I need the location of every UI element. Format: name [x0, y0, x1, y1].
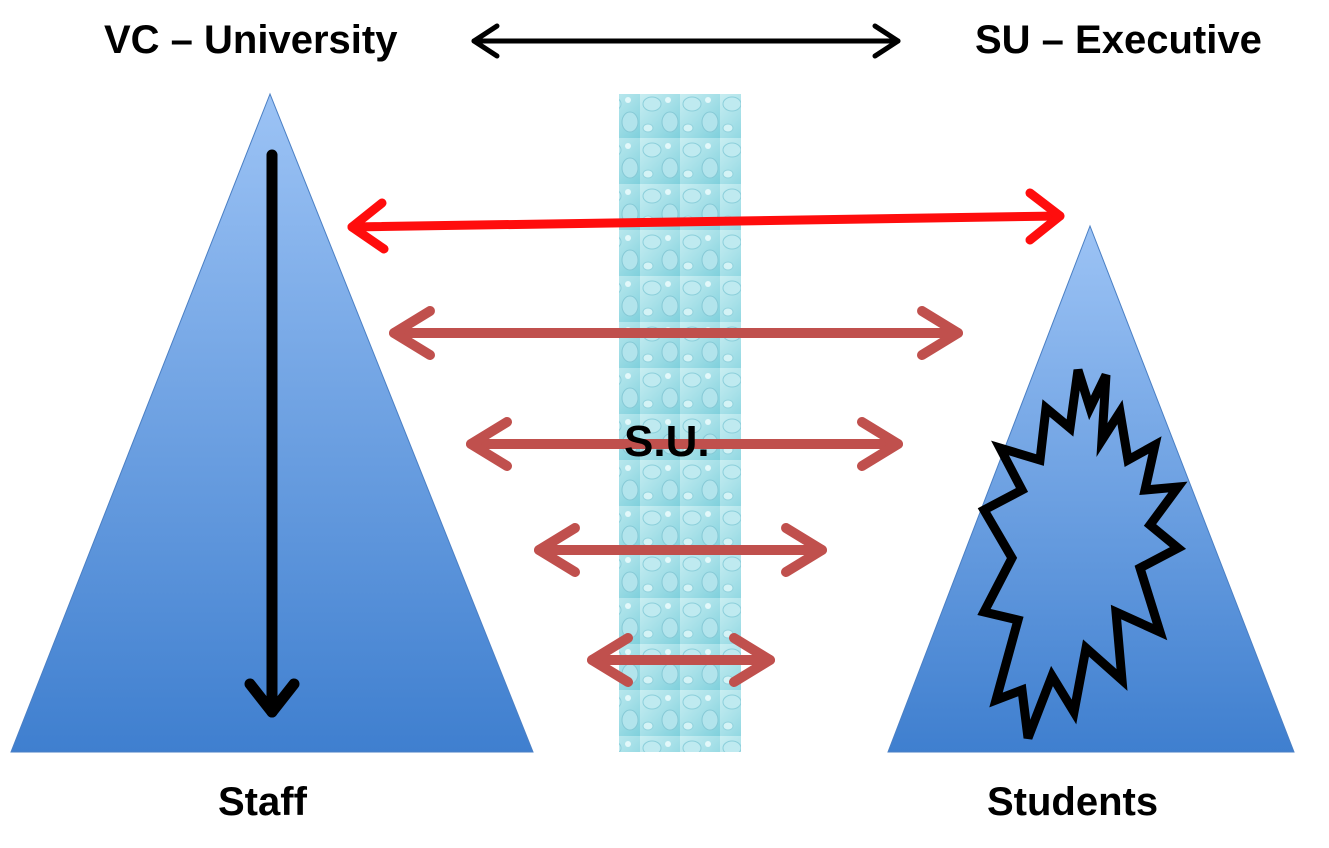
students-label: Students — [987, 780, 1159, 824]
secondary-double-arrow-1-icon — [389, 306, 963, 360]
su-center-label: S.U. — [624, 417, 710, 466]
vc-university-label: VC – University — [104, 18, 398, 62]
primary-double-arrow-icon — [347, 188, 1065, 254]
su-column — [619, 94, 741, 752]
jagged-starburst-icon — [977, 368, 1188, 740]
down-arrow-icon — [244, 149, 300, 718]
secondary-double-arrow-2-icon — [466, 417, 903, 471]
top-double-arrow-icon — [471, 23, 901, 59]
secondary-double-arrow-3-icon — [534, 523, 827, 577]
secondary-double-arrow-4-icon — [587, 633, 775, 687]
students-triangle — [887, 224, 1295, 753]
su-executive-label: SU – Executive — [975, 18, 1262, 62]
staff-label: Staff — [218, 780, 307, 824]
